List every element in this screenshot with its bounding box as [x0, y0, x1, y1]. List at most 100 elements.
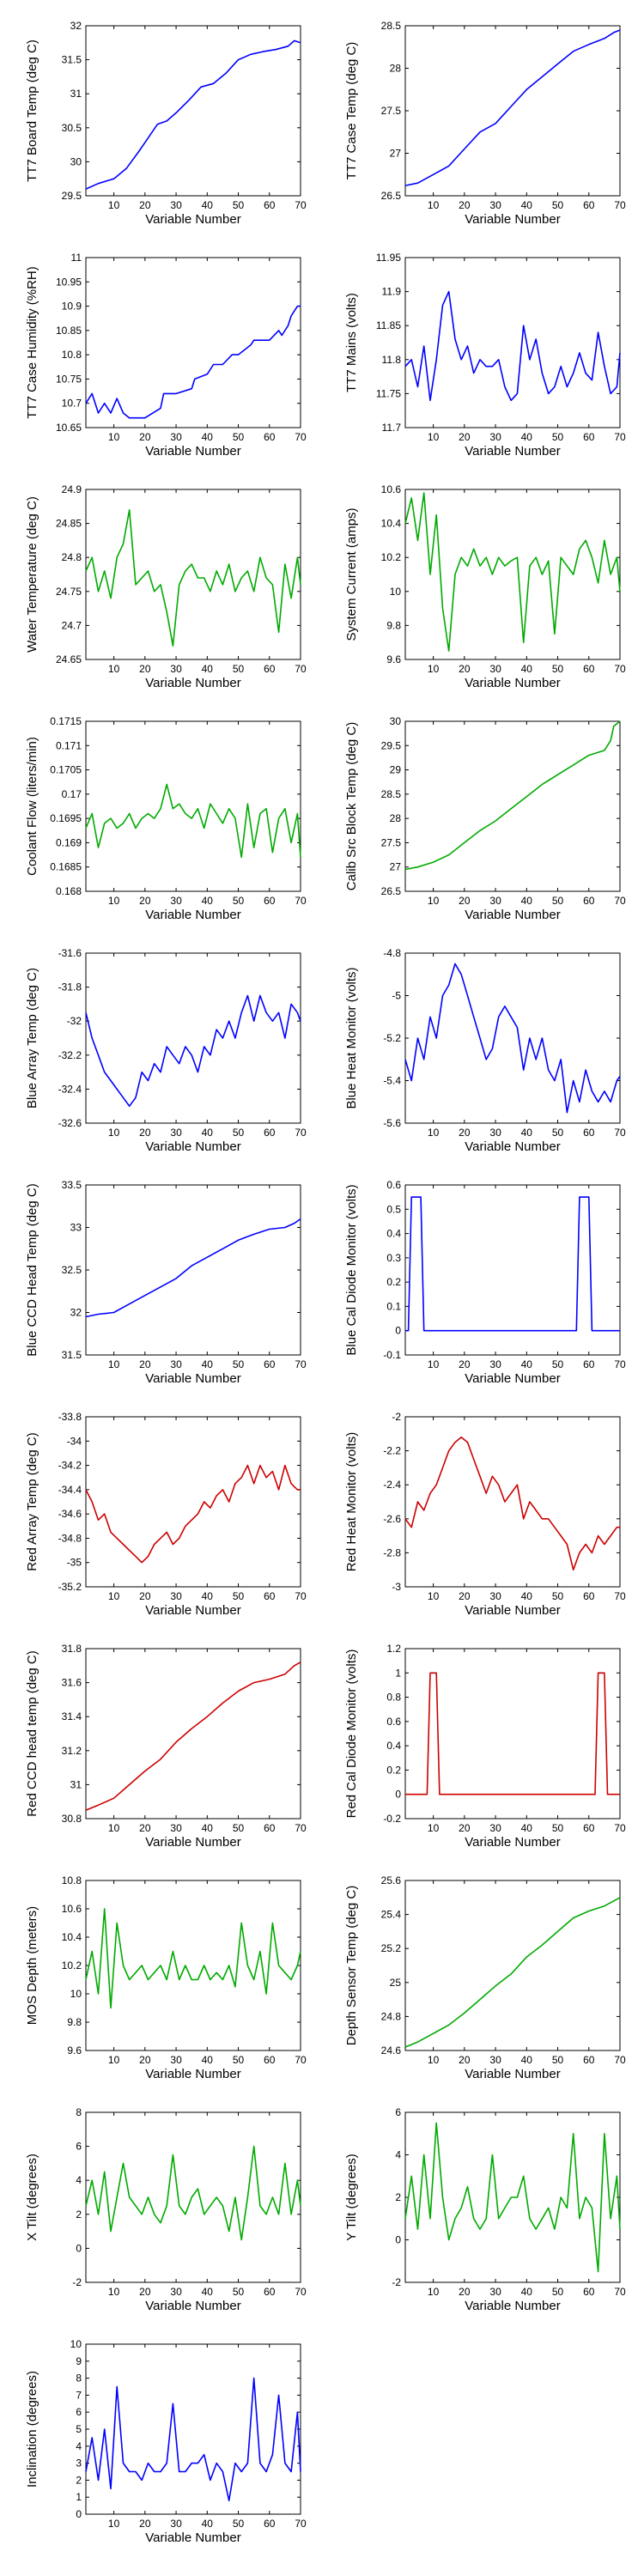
x-tick-label: 30 — [170, 2286, 182, 2298]
x-tick-label: 50 — [552, 1127, 564, 1139]
x-tick-label: 20 — [139, 1590, 151, 1602]
x-axis-label: Variable Number — [465, 1371, 560, 1386]
y-tick-label: 31.6 — [62, 1677, 82, 1689]
chart-17: 10 20 30 40 50 60 70 9.6 9.8 10 10.2 10.4 10.6 10.8 Va… — [25, 1874, 307, 2081]
y-tick-label: 0.17 — [62, 788, 82, 800]
x-tick-label: 30 — [489, 2286, 501, 2298]
x-tick-label: 10 — [428, 1822, 440, 1834]
x-tick-label: 40 — [202, 663, 214, 675]
plot-frame — [85, 1184, 301, 1356]
x-tick-label: 20 — [139, 1127, 151, 1139]
x-tick-label: 60 — [583, 431, 595, 443]
series-line — [85, 2377, 301, 2501]
y-tick-label: 2 — [76, 2208, 82, 2221]
x-tick-label: 30 — [170, 1358, 182, 1370]
y-tick-label: 5 — [76, 2423, 82, 2435]
x-tick-label: 30 — [170, 1590, 182, 1602]
x-tick-label: 40 — [202, 2518, 214, 2530]
x-tick-label: 30 — [489, 1127, 501, 1139]
y-tick-label: 28 — [390, 812, 402, 824]
y-tick-label: 0 — [76, 2508, 82, 2520]
x-tick-label: 20 — [139, 431, 151, 443]
x-tick-label: 30 — [170, 895, 182, 907]
y-tick-label: 31 — [70, 1778, 82, 1790]
plot-frame — [85, 952, 301, 1124]
series-line — [404, 963, 621, 1114]
chart-19: 10 20 30 40 50 60 70 -2 0 2 4 6 8 Variable Number X Ti… — [25, 2106, 307, 2313]
x-tick-label: 30 — [489, 199, 501, 211]
y-tick-label: 10.4 — [381, 518, 402, 530]
y-tick-label: 31 — [70, 88, 82, 100]
y-tick-label: 10.65 — [56, 422, 82, 434]
x-tick-label: 30 — [170, 2518, 182, 2530]
x-tick-label: 40 — [202, 199, 214, 211]
x-axis-label: Variable Number — [465, 676, 560, 690]
y-axis-label: Red Array Temp (deg C) — [25, 1432, 39, 1571]
y-tick-label: 28.5 — [381, 788, 402, 800]
chart-3: 10 20 30 40 50 60 70 10.65 10.7 10.75 10.8 10.85 10.… — [25, 252, 307, 459]
x-tick-label: 20 — [459, 1127, 471, 1139]
x-tick-label: 20 — [459, 1822, 471, 1834]
y-tick-label: -5.6 — [383, 1117, 401, 1129]
y-tick-label: 25.2 — [381, 1942, 402, 1954]
y-tick-label: 9.6 — [386, 653, 401, 665]
y-axis-label: Blue CCD Head Temp (deg C) — [25, 1183, 39, 1356]
y-tick-label: -32.4 — [58, 1083, 82, 1095]
y-tick-label: 27.5 — [381, 836, 402, 848]
x-tick-label: 10 — [108, 2286, 120, 2298]
y-tick-label: 7 — [76, 2389, 82, 2401]
x-tick-label: 40 — [202, 2286, 214, 2298]
x-tick-label: 10 — [428, 431, 440, 443]
x-tick-label: 30 — [489, 1822, 501, 1834]
x-tick-label: 70 — [295, 1590, 307, 1602]
y-tick-label: -34.2 — [58, 1460, 82, 1472]
x-tick-label: 50 — [233, 199, 245, 211]
x-tick-label: 60 — [583, 1127, 595, 1139]
x-tick-label: 70 — [295, 2518, 307, 2530]
y-tick-label: 0.169 — [56, 836, 82, 848]
x-axis-label: Variable Number — [465, 444, 560, 459]
y-tick-label: 24.75 — [56, 586, 82, 598]
y-tick-label: 31.4 — [62, 1710, 82, 1722]
x-tick-label: 20 — [459, 1590, 471, 1602]
chart-18: 10 20 30 40 50 60 70 24.6 24.8 25 25.2 25.4 25.6 Vari… — [344, 1874, 626, 2081]
x-tick-label: 30 — [489, 663, 501, 675]
chart-21: 10 20 30 40 50 60 70 0 1 2 3 4 5 6 7 8 9 10 Variable Numbe… — [25, 2338, 307, 2545]
y-tick-label: 0.3 — [386, 1252, 401, 1264]
y-tick-label: 0.4 — [386, 1740, 401, 1752]
y-tick-label: 0.1705 — [50, 764, 82, 776]
plot-frame — [85, 2111, 301, 2283]
y-tick-label: 10 — [390, 586, 402, 598]
x-axis-label: Variable Number — [465, 212, 560, 227]
series-line — [405, 1672, 620, 1795]
x-tick-label: 60 — [264, 1590, 276, 1602]
x-tick-label: 10 — [428, 1127, 440, 1139]
x-tick-label: 60 — [583, 663, 595, 675]
y-tick-label: 27.5 — [381, 105, 402, 117]
y-tick-label: 11.75 — [376, 387, 401, 399]
plot-frame — [85, 25, 301, 197]
y-tick-label: 24.7 — [62, 619, 82, 631]
x-tick-label: 30 — [170, 1127, 182, 1139]
y-tick-label: 10 — [70, 2338, 82, 2350]
series-line — [85, 994, 301, 1107]
plot-frame — [404, 1880, 621, 2051]
x-tick-label: 40 — [521, 2286, 533, 2298]
x-tick-label: 40 — [202, 1358, 214, 1370]
x-tick-label: 70 — [295, 663, 307, 675]
y-tick-label: 32 — [70, 20, 82, 32]
x-axis-label: Variable Number — [145, 1371, 240, 1386]
x-tick-label: 40 — [202, 431, 214, 443]
x-tick-label: 30 — [489, 895, 501, 907]
y-tick-label: 8 — [76, 2106, 82, 2118]
x-axis-label: Variable Number — [145, 2067, 240, 2081]
y-axis-label: Red Heat Monitor (volts) — [344, 1432, 359, 1572]
y-tick-label: 1 — [76, 2491, 82, 2503]
x-tick-label: 40 — [521, 895, 533, 907]
x-tick-label: 50 — [233, 1590, 245, 1602]
y-tick-label: 10.8 — [62, 349, 82, 361]
series-line — [404, 29, 621, 186]
x-tick-label: 50 — [233, 2054, 245, 2066]
y-tick-label: 10 — [70, 1988, 82, 2000]
x-axis-label: Variable Number — [145, 2299, 240, 2313]
